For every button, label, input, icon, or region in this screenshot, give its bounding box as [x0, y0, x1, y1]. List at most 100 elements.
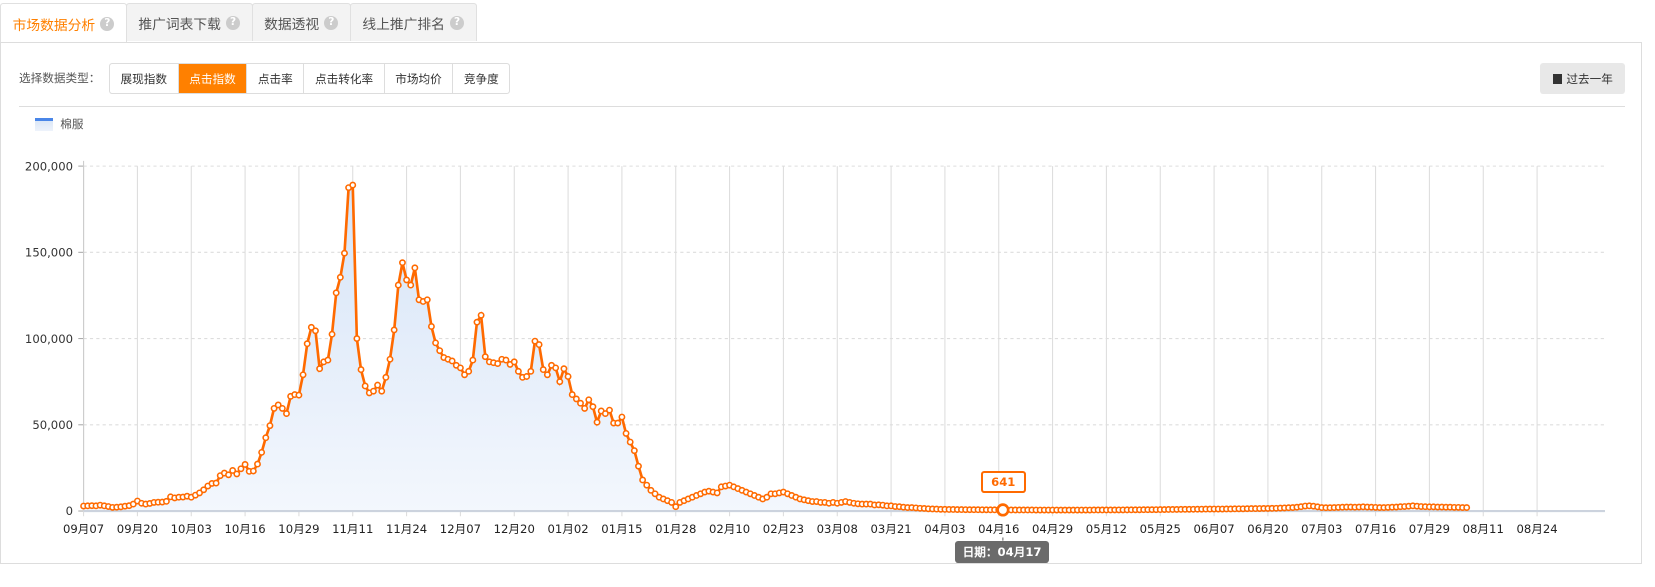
x-tick-label: 10月16: [224, 522, 265, 536]
data-point: [237, 465, 245, 473]
data-point: [353, 335, 361, 342]
tab-online-ranking[interactable]: 线上推广排名?: [349, 3, 477, 42]
data-point: [249, 467, 257, 475]
data-point: [423, 296, 431, 304]
data-point: [618, 413, 626, 421]
data-point: [539, 366, 547, 374]
data-point: [341, 249, 348, 257]
data-point: [568, 391, 576, 399]
data-point: [461, 371, 468, 379]
data-point: [543, 371, 551, 379]
help-icon[interactable]: ?: [324, 15, 339, 30]
data-point: [336, 273, 344, 281]
tab-market-analysis[interactable]: 市场数据分析?: [0, 3, 127, 44]
content-card: [0, 42, 1643, 564]
x-tick-label: 07月29: [1409, 522, 1450, 536]
data-point: [403, 276, 411, 284]
x-tick-label: 02月23: [763, 522, 804, 536]
legend-label: 棉服: [60, 117, 84, 132]
data-point: [283, 410, 290, 418]
data-point: [266, 422, 274, 430]
data-point: [378, 387, 386, 395]
y-tick-label: 150,000: [25, 246, 73, 260]
data-point: [672, 503, 680, 511]
data-point: [225, 471, 232, 479]
data-point: [564, 373, 572, 380]
type-avg-price-button[interactable]: 市场均价: [385, 64, 454, 94]
data-point: [593, 418, 601, 426]
data-point: [601, 410, 609, 418]
data-point: [229, 467, 237, 474]
y-tick-label: 50,000: [32, 418, 73, 432]
chart-legend[interactable]: 棉服: [34, 116, 84, 132]
type-click-index-button[interactable]: 点击指数: [178, 64, 248, 94]
data-point: [606, 406, 613, 414]
tab-data-pivot[interactable]: 数据透视?: [251, 3, 351, 42]
x-tick-label: 10月03: [171, 522, 212, 536]
help-icon[interactable]: ?: [100, 16, 115, 31]
data-point: [241, 461, 249, 468]
x-tick-label: 10月29: [278, 522, 319, 536]
data-point: [361, 382, 369, 390]
data-point: [386, 355, 394, 363]
data-type-selector: 展现指数 点击指数 点击率 点击转化率 市场均价 竞争度: [108, 63, 511, 95]
tab-label: 数据透视: [264, 16, 320, 33]
data-point: [436, 347, 444, 355]
type-ctr-button[interactable]: 点击率: [247, 64, 305, 94]
type-conversion-rate-button[interactable]: 点击转化率: [304, 64, 385, 94]
data-point: [585, 396, 593, 404]
x-tick-label: 01月02: [547, 522, 588, 536]
x-tick-label: 08月11: [1463, 522, 1504, 536]
data-point: [262, 434, 270, 442]
x-tick-label: 08月24: [1516, 522, 1557, 536]
data-point: [514, 367, 522, 375]
data-point: [374, 381, 382, 389]
data-point: [390, 326, 398, 334]
help-icon[interactable]: ?: [450, 15, 464, 30]
data-point: [481, 353, 489, 361]
data-point: [668, 498, 676, 506]
tab-label: 推广词表下载: [138, 16, 221, 33]
data-point: [651, 490, 659, 498]
highlighted-point: [996, 503, 1010, 517]
tooltip-date: 日期：04月17: [955, 540, 1049, 563]
x-tick-label: 03月08: [817, 522, 858, 536]
type-impression-index-button[interactable]: 展现指数: [110, 64, 179, 94]
data-point: [647, 486, 655, 494]
data-point: [324, 356, 332, 364]
data-point: [581, 404, 589, 412]
type-competition-button[interactable]: 竞争度: [463, 71, 499, 86]
data-point: [399, 259, 406, 267]
x-tick-label: 11月11: [332, 522, 373, 536]
data-point: [307, 323, 315, 331]
x-tick-label: 01月28: [655, 522, 696, 536]
x-tick-label: 02月10: [709, 522, 750, 536]
data-point: [254, 460, 261, 468]
data-point: [278, 404, 286, 412]
data-point: [200, 486, 208, 494]
data-type-label: 选择数据类型：: [19, 70, 101, 85]
data-point: [394, 281, 402, 289]
data-point: [349, 181, 357, 189]
tab-bar: 市场数据分析? 推广词表下载? 数据透视? 线上推广排名?: [0, 3, 477, 44]
data-point: [312, 327, 319, 335]
data-point: [295, 391, 303, 399]
data-point: [713, 489, 721, 497]
data-point: [212, 479, 220, 487]
data-point: [552, 364, 560, 372]
data-point: [407, 281, 415, 289]
data-point: [370, 387, 377, 395]
data-point: [411, 264, 419, 272]
date-range-button[interactable]: 过去一年: [1540, 63, 1626, 95]
x-tick-label: 09月07: [63, 522, 104, 536]
data-point: [299, 371, 307, 379]
data-point: [639, 476, 647, 484]
x-tick-label: 04月03: [924, 522, 965, 536]
y-tick-label: 0: [66, 504, 73, 518]
x-tick-label: 11月24: [386, 522, 427, 536]
data-point: [527, 367, 535, 375]
help-icon[interactable]: ?: [226, 15, 240, 30]
divider: [19, 105, 1626, 107]
y-tick-label: 100,000: [25, 332, 73, 346]
